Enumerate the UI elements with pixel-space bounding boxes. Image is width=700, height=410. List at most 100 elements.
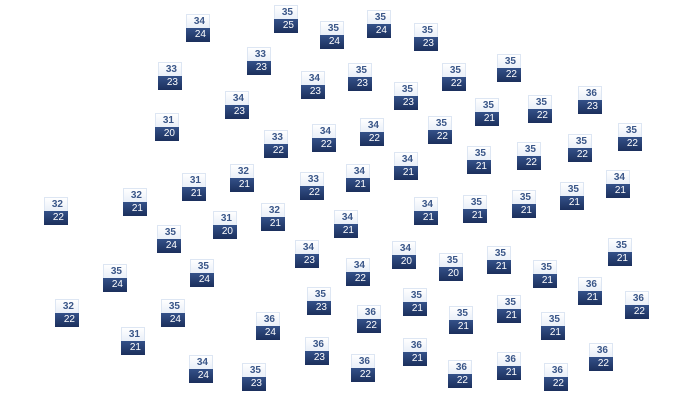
temperature-marker[interactable]: 36 23 (578, 86, 602, 114)
temperature-marker[interactable]: 35 22 (568, 134, 592, 162)
temperature-marker[interactable]: 34 24 (186, 14, 210, 42)
high-temperature: 35 (497, 54, 521, 68)
temperature-marker[interactable]: 35 24 (157, 225, 181, 253)
high-temperature: 35 (497, 295, 521, 309)
temperature-marker[interactable]: 31 20 (155, 113, 179, 141)
temperature-marker[interactable]: 35 21 (467, 146, 491, 174)
temperature-marker[interactable]: 35 21 (541, 312, 565, 340)
high-temperature: 35 (449, 306, 473, 320)
high-temperature: 36 (544, 363, 568, 377)
temperature-marker[interactable]: 34 20 (392, 241, 416, 269)
temperature-marker[interactable]: 35 23 (307, 287, 331, 315)
temperature-marker[interactable]: 36 21 (403, 338, 427, 366)
low-temperature: 22 (55, 313, 79, 327)
temperature-marker[interactable]: 33 23 (158, 62, 182, 90)
temperature-marker[interactable]: 35 21 (403, 288, 427, 316)
temperature-marker[interactable]: 35 24 (320, 21, 344, 49)
low-temperature: 23 (578, 100, 602, 114)
temperature-marker[interactable]: 35 22 (618, 123, 642, 151)
temperature-marker[interactable]: 33 23 (247, 47, 271, 75)
low-temperature: 22 (618, 137, 642, 151)
temperature-marker[interactable]: 35 25 (274, 5, 298, 33)
temperature-marker[interactable]: 35 22 (442, 63, 466, 91)
low-temperature: 22 (351, 368, 375, 382)
high-temperature: 35 (487, 246, 511, 260)
temperature-marker[interactable]: 35 22 (428, 116, 452, 144)
high-temperature: 35 (428, 116, 452, 130)
high-temperature: 35 (414, 23, 438, 37)
temperature-marker[interactable]: 35 22 (517, 142, 541, 170)
temperature-marker[interactable]: 34 23 (301, 71, 325, 99)
temperature-marker[interactable]: 34 21 (606, 170, 630, 198)
temperature-marker[interactable]: 35 21 (487, 246, 511, 274)
temperature-marker[interactable]: 35 21 (512, 190, 536, 218)
high-temperature: 35 (307, 287, 331, 301)
low-temperature: 20 (213, 225, 237, 239)
temperature-marker[interactable]: 32 21 (123, 188, 147, 216)
low-temperature: 21 (497, 309, 521, 323)
temperature-marker[interactable]: 36 21 (497, 352, 521, 380)
temperature-marker[interactable]: 34 24 (189, 355, 213, 383)
temperature-marker[interactable]: 36 22 (589, 343, 613, 371)
low-temperature: 24 (190, 273, 214, 287)
temperature-marker[interactable]: 35 21 (533, 260, 557, 288)
temperature-marker[interactable]: 34 23 (295, 240, 319, 268)
temperature-marker[interactable]: 35 23 (394, 82, 418, 110)
high-temperature: 32 (261, 203, 285, 217)
temperature-marker[interactable]: 36 24 (256, 312, 280, 340)
high-temperature: 33 (300, 172, 324, 186)
temperature-marker[interactable]: 35 21 (449, 306, 473, 334)
temperature-marker[interactable]: 36 21 (578, 277, 602, 305)
temperature-marker[interactable]: 35 21 (463, 195, 487, 223)
temperature-marker[interactable]: 35 23 (348, 63, 372, 91)
high-temperature: 35 (103, 264, 127, 278)
temperature-marker[interactable]: 31 21 (182, 173, 206, 201)
temperature-marker[interactable]: 32 22 (55, 299, 79, 327)
low-temperature: 24 (367, 24, 391, 38)
temperature-marker[interactable]: 35 24 (103, 264, 127, 292)
low-temperature: 23 (242, 377, 266, 391)
temperature-marker[interactable]: 34 22 (360, 118, 384, 146)
temperature-marker[interactable]: 35 24 (367, 10, 391, 38)
temperature-marker[interactable]: 31 21 (121, 327, 145, 355)
temperature-marker[interactable]: 31 20 (213, 211, 237, 239)
high-temperature: 31 (155, 113, 179, 127)
temperature-marker[interactable]: 34 21 (346, 164, 370, 192)
temperature-marker[interactable]: 35 23 (414, 23, 438, 51)
temperature-marker[interactable]: 36 22 (351, 354, 375, 382)
temperature-marker[interactable]: 34 23 (225, 91, 249, 119)
temperature-marker[interactable]: 36 23 (305, 337, 329, 365)
low-temperature: 23 (225, 105, 249, 119)
temperature-marker[interactable]: 35 23 (242, 363, 266, 391)
temperature-marker[interactable]: 33 22 (300, 172, 324, 200)
temperature-marker[interactable]: 35 21 (497, 295, 521, 323)
temperature-marker[interactable]: 32 21 (261, 203, 285, 231)
temperature-marker[interactable]: 35 21 (560, 182, 584, 210)
temperature-marker[interactable]: 35 21 (608, 238, 632, 266)
low-temperature: 21 (578, 291, 602, 305)
temperature-marker[interactable]: 35 21 (475, 98, 499, 126)
high-temperature: 35 (439, 253, 463, 267)
temperature-marker[interactable]: 35 22 (528, 95, 552, 123)
temperature-marker[interactable]: 35 20 (439, 253, 463, 281)
temperature-marker[interactable]: 34 22 (312, 124, 336, 152)
temperature-marker[interactable]: 36 22 (357, 305, 381, 333)
temperature-marker[interactable]: 34 21 (394, 152, 418, 180)
temperature-marker[interactable]: 35 22 (497, 54, 521, 82)
temperature-marker[interactable]: 35 24 (190, 259, 214, 287)
temperature-marker[interactable]: 36 22 (625, 291, 649, 319)
temperature-marker[interactable]: 33 22 (264, 130, 288, 158)
low-temperature: 21 (512, 204, 536, 218)
temperature-marker[interactable]: 35 24 (161, 299, 185, 327)
low-temperature: 23 (158, 76, 182, 90)
temperature-marker[interactable]: 36 22 (448, 360, 472, 388)
temperature-marker[interactable]: 36 22 (544, 363, 568, 391)
low-temperature: 22 (497, 68, 521, 82)
temperature-marker[interactable]: 34 22 (346, 258, 370, 286)
temperature-marker[interactable]: 32 22 (44, 197, 68, 225)
temperature-marker[interactable]: 34 21 (334, 210, 358, 238)
low-temperature: 22 (442, 77, 466, 91)
temperature-marker[interactable]: 32 21 (230, 164, 254, 192)
temperature-marker[interactable]: 34 21 (414, 197, 438, 225)
